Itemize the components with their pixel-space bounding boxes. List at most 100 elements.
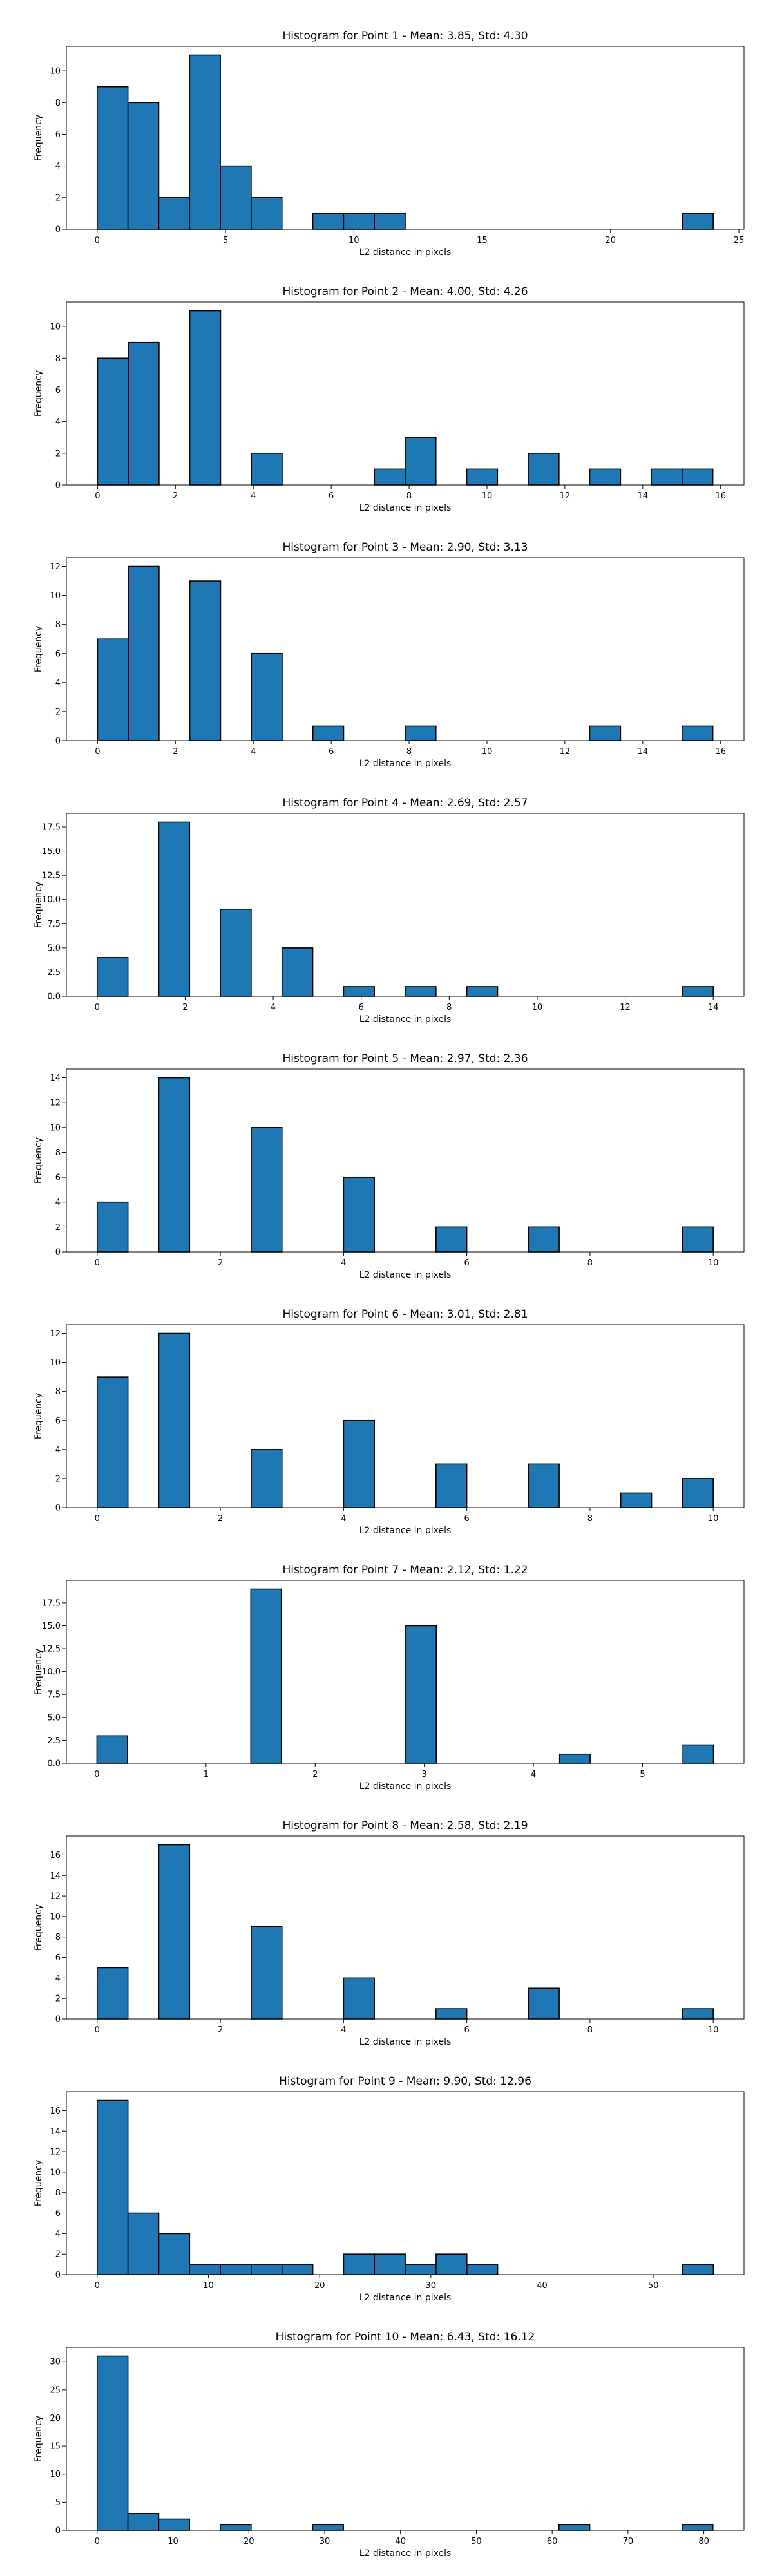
x-tick-label: 50 [648, 2281, 659, 2291]
x-tick-label: 1 [204, 1770, 209, 1779]
y-axis-label: Frequency [33, 1137, 44, 1184]
x-tick-label: 4 [251, 491, 256, 501]
x-tick-label: 6 [464, 1258, 469, 1268]
x-tick-label: 80 [698, 2537, 709, 2546]
chart-title: Histogram for Point 9 - Mean: 9.90, Std:… [279, 2075, 531, 2088]
histogram-bar [682, 986, 714, 997]
histogram-bar [97, 1967, 129, 2020]
y-tick-label: 6 [55, 1416, 61, 1426]
y-tick-label: 12 [50, 562, 61, 572]
x-axis-label: L2 distance in pixels [359, 1014, 452, 1025]
x-tick-label: 2 [173, 491, 178, 501]
axes-frame [66, 813, 745, 997]
histogram-panel: Histogram for Point 4 - Mean: 2.69, Std:… [33, 797, 745, 1025]
x-tick-label: 0 [94, 1770, 99, 1779]
y-tick-label: 12 [50, 1892, 61, 1902]
y-tick-label: 0 [55, 481, 61, 491]
x-tick-label: 0 [95, 2537, 100, 2546]
x-tick-label: 6 [359, 1003, 364, 1012]
histogram-bar [312, 2524, 344, 2531]
histogram-bar [158, 821, 191, 997]
y-tick-label: 15.0 [42, 847, 61, 857]
y-tick-label: 20 [50, 2414, 61, 2423]
y-tick-label: 6 [55, 1953, 61, 1963]
x-tick-label: 8 [446, 1003, 452, 1012]
y-tick-label: 10 [50, 2168, 61, 2177]
histogram-bar [682, 725, 714, 741]
y-tick-label: 14 [50, 2127, 61, 2137]
histogram-bar [158, 197, 191, 230]
histogram-bar [158, 1332, 191, 1508]
histogram-bar [158, 1077, 191, 1253]
y-tick-label: 10 [50, 1912, 61, 1922]
histogram-bar [312, 725, 345, 741]
y-tick-label: 0 [55, 1248, 61, 1258]
x-tick-label: 30 [320, 2537, 330, 2546]
x-tick-label: 16 [715, 491, 726, 501]
x-tick-label: 70 [623, 2537, 634, 2546]
y-tick-label: 8 [55, 354, 61, 364]
axes-frame [66, 2347, 745, 2531]
histogram-bar [251, 453, 283, 486]
histogram-bar [374, 2253, 406, 2275]
x-tick-label: 6 [329, 491, 334, 501]
y-axis-label: Frequency [33, 1393, 44, 1439]
x-tick-label: 12 [560, 747, 571, 757]
y-tick-label: 17.5 [42, 823, 61, 833]
x-tick-label: 3 [422, 1770, 427, 1779]
chart-title: Histogram for Point 3 - Mean: 2.90, Std:… [282, 541, 528, 554]
y-tick-label: 8 [55, 2188, 61, 2198]
x-tick-label: 20 [314, 2281, 325, 2291]
histogram-bar [528, 1987, 560, 2020]
x-axis-label: L2 distance in pixels [359, 759, 452, 769]
histogram-bar [682, 1226, 714, 1253]
histogram-bar [435, 1226, 468, 1253]
histogram-bar [251, 652, 283, 741]
y-tick-label: 0 [55, 1504, 61, 1513]
chart-title: Histogram for Point 4 - Mean: 2.69, Std:… [282, 797, 528, 810]
x-tick-label: 4 [341, 1258, 346, 1268]
histogram-bar [127, 2212, 160, 2275]
x-tick-label: 12 [620, 1003, 631, 1012]
histogram-bar [251, 1926, 283, 2020]
y-tick-label: 10 [50, 323, 61, 332]
histogram-bar [682, 2008, 714, 2020]
y-tick-label: 12 [50, 1329, 61, 1339]
histogram-bar [189, 2264, 221, 2275]
chart-title: Histogram for Point 1 - Mean: 3.85, Std:… [282, 30, 528, 43]
y-tick-label: 12.5 [42, 871, 61, 881]
y-tick-label: 15.0 [42, 1622, 61, 1631]
axes-frame [66, 46, 745, 230]
y-tick-label: 10.0 [42, 895, 61, 905]
axes-frame [66, 1580, 745, 1764]
y-tick-label: 4 [55, 417, 61, 427]
histogram-bar [251, 2264, 283, 2275]
x-tick-label: 10 [532, 1003, 543, 1012]
x-tick-label: 4 [341, 2025, 346, 2035]
histogram-bar [558, 1753, 591, 1764]
axes-frame [66, 1324, 745, 1508]
y-tick-label: 14 [50, 1871, 61, 1881]
x-tick-label: 40 [537, 2281, 548, 2291]
x-axis-label: L2 distance in pixels [359, 1526, 452, 1536]
histogram-bar [528, 1463, 560, 1508]
y-tick-label: 6 [55, 386, 61, 395]
y-tick-label: 6 [55, 130, 61, 140]
y-tick-label: 5.0 [47, 943, 61, 953]
y-axis-label: Frequency [33, 882, 44, 928]
x-tick-label: 8 [587, 1258, 593, 1268]
histogram-bar [435, 2253, 468, 2275]
y-tick-label: 10 [50, 67, 61, 77]
histogram-bar [343, 1419, 375, 1508]
x-tick-label: 10 [482, 747, 493, 757]
histogram-bar [220, 2264, 252, 2275]
y-tick-label: 4 [55, 1974, 61, 1984]
x-tick-label: 4 [271, 1003, 276, 1012]
histogram-bar [158, 2518, 190, 2531]
histogram-bar [250, 1588, 282, 1764]
y-tick-label: 7.5 [47, 1690, 61, 1700]
histogram-bar [620, 1492, 653, 1508]
x-tick-label: 10 [482, 491, 493, 501]
histogram-bar [343, 986, 375, 997]
y-axis-label: Frequency [33, 2160, 44, 2206]
